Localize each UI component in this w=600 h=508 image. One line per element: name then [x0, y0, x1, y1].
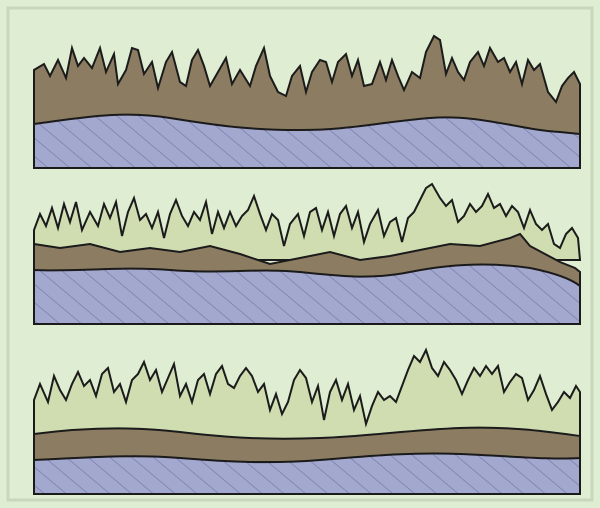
middle-panel [33, 182, 582, 325]
dark-layer [33, 34, 581, 135]
border [6, 6, 594, 502]
substrate [33, 452, 581, 495]
substrate [33, 113, 581, 169]
top-panel [33, 34, 581, 169]
substrate [33, 263, 581, 325]
light-layer [33, 182, 582, 261]
light-layer [33, 347, 581, 441]
bottom-panel [33, 347, 581, 495]
